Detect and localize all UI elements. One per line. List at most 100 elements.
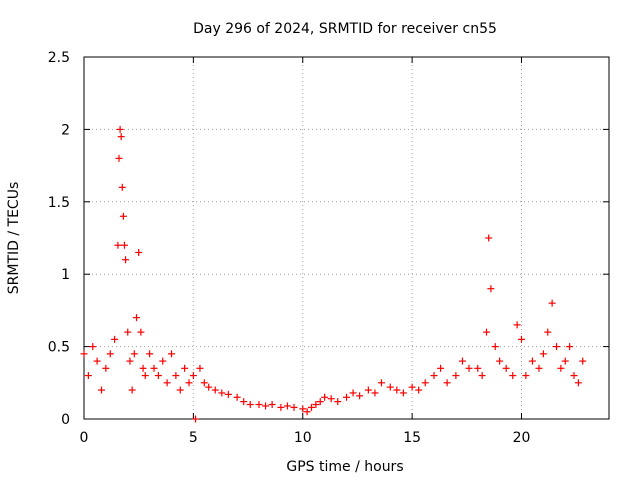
- data-point: [159, 357, 167, 365]
- data-point: [168, 350, 175, 358]
- data-point: [452, 372, 460, 380]
- y-tick-label: 0.5: [48, 340, 70, 356]
- data-point: [262, 402, 270, 410]
- data-point: [211, 386, 219, 394]
- data-point: [93, 357, 101, 365]
- data-point: [205, 383, 213, 391]
- data-point: [356, 392, 364, 400]
- data-point: [343, 393, 350, 401]
- data-point: [130, 350, 138, 358]
- data-point: [299, 405, 307, 413]
- data-point: [224, 390, 232, 398]
- data-point: [89, 343, 97, 351]
- data-point: [133, 314, 140, 322]
- data-point: [544, 328, 552, 336]
- data-point: [240, 398, 248, 406]
- data-point: [137, 328, 145, 336]
- x-tick-label: 20: [513, 430, 531, 446]
- data-point: [386, 383, 394, 391]
- chart-title: Day 296 of 2024, SRMTID for receiver cn5…: [193, 21, 497, 37]
- data-point: [102, 364, 110, 372]
- data-point: [502, 364, 510, 372]
- data-point: [334, 398, 342, 406]
- axis-ticks: 0 5 10 15 20 0 0.5 1 1.5 2 2.5: [48, 50, 609, 446]
- data-point: [458, 357, 466, 365]
- data-point: [117, 133, 125, 141]
- data-point: [80, 350, 88, 358]
- data-point: [312, 401, 320, 409]
- data-point: [122, 256, 130, 264]
- data-point: [474, 364, 482, 372]
- data-point: [553, 343, 560, 351]
- data-point: [478, 372, 486, 380]
- data-points: [80, 125, 587, 423]
- data-point: [154, 372, 162, 380]
- data-point: [308, 403, 315, 411]
- data-point: [371, 389, 379, 397]
- data-point: [268, 401, 276, 409]
- data-point: [393, 386, 401, 394]
- data-point: [146, 350, 154, 358]
- data-point: [120, 241, 128, 249]
- data-point: [189, 372, 197, 380]
- data-point: [539, 350, 547, 358]
- data-point: [579, 357, 587, 365]
- data-point: [218, 389, 226, 397]
- data-point: [509, 372, 517, 380]
- data-point: [139, 364, 147, 372]
- y-tick-label: 1: [61, 267, 70, 283]
- x-tick-label: 15: [403, 430, 421, 446]
- data-point: [303, 408, 311, 416]
- data-point: [349, 389, 357, 397]
- y-axis-label: SRMTID / TECUs: [6, 182, 22, 295]
- data-point: [491, 343, 499, 351]
- data-point: [316, 398, 324, 406]
- data-point: [513, 321, 521, 329]
- data-point: [535, 364, 543, 372]
- data-point: [408, 383, 416, 391]
- data-point: [496, 357, 504, 365]
- data-point: [522, 372, 530, 380]
- data-point: [98, 386, 105, 394]
- data-point: [557, 364, 565, 372]
- data-point: [84, 372, 92, 380]
- data-point: [528, 357, 536, 365]
- data-point: [106, 350, 114, 358]
- data-point: [327, 395, 335, 403]
- data-point: [421, 379, 429, 387]
- data-point: [200, 379, 208, 387]
- data-point: [518, 335, 525, 343]
- x-tick-label: 0: [80, 430, 89, 446]
- data-point: [430, 372, 438, 380]
- data-point: [485, 234, 493, 242]
- data-point: [172, 372, 180, 380]
- data-point: [196, 364, 204, 372]
- data-point: [443, 379, 451, 387]
- y-tick-label: 0: [61, 412, 70, 428]
- plot-frame: [83, 56, 610, 420]
- data-point: [566, 343, 574, 351]
- data-point: [283, 402, 291, 410]
- data-point: [465, 364, 473, 372]
- x-tick-label: 5: [189, 430, 198, 446]
- data-point: [111, 335, 119, 343]
- data-point: [181, 364, 189, 372]
- data-point: [119, 212, 127, 220]
- data-point: [118, 183, 126, 191]
- data-point: [141, 372, 149, 380]
- x-tick-label: 10: [294, 430, 312, 446]
- data-point: [364, 386, 372, 394]
- y-tick-label: 2: [61, 122, 70, 138]
- data-point: [176, 386, 184, 394]
- data-point: [437, 364, 445, 372]
- data-point: [487, 285, 495, 293]
- x-axis-label: GPS time / hours: [286, 459, 403, 475]
- data-point: [483, 328, 490, 336]
- data-point: [116, 125, 124, 133]
- data-point: [150, 364, 158, 372]
- data-point: [114, 241, 122, 249]
- data-point: [135, 248, 143, 256]
- data-point: [233, 393, 241, 401]
